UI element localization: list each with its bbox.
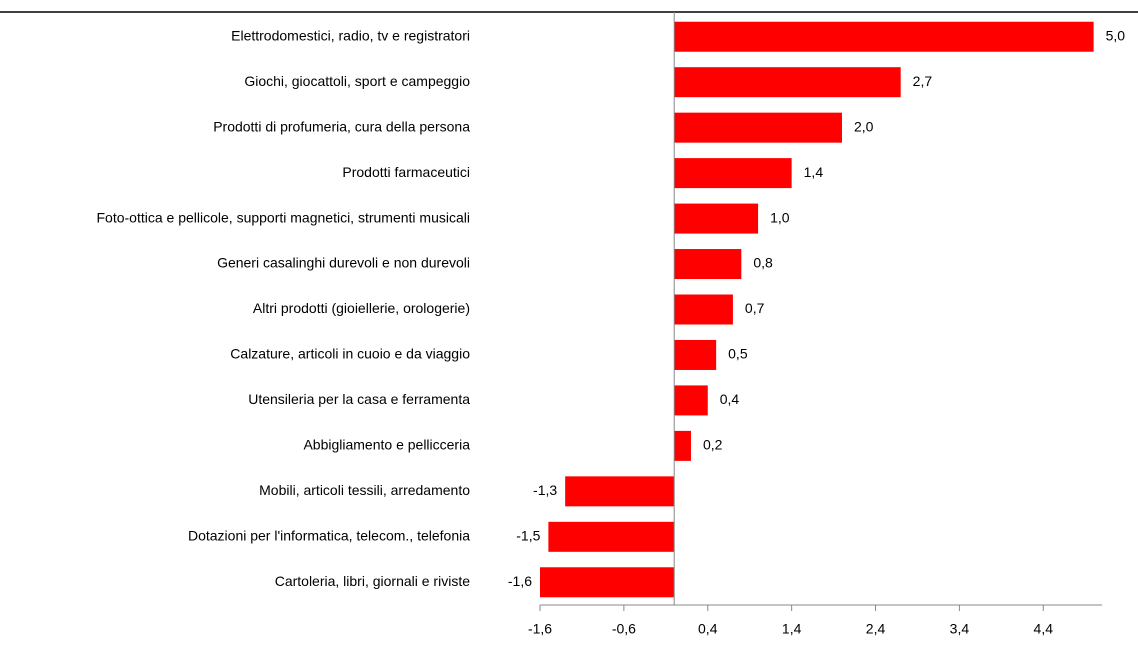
category-label: Generi casalinghi durevoli e non durevol… [217, 255, 470, 271]
category-label: Elettrodomestici, radio, tv e registrato… [231, 27, 470, 43]
x-tick-label: 0,4 [698, 621, 718, 637]
x-tick-label: 2,4 [866, 621, 886, 637]
x-tick-label: -0,6 [612, 621, 636, 637]
bar [540, 567, 675, 598]
bar [674, 203, 759, 234]
bar [548, 521, 675, 552]
value-label: 1,0 [770, 209, 790, 225]
value-label: 0,8 [753, 255, 773, 271]
bar [674, 385, 708, 416]
category-label: Prodotti farmaceutici [342, 164, 470, 180]
bar [674, 67, 901, 98]
value-label: 0,5 [728, 346, 748, 362]
bar [674, 339, 717, 370]
bar [674, 112, 842, 143]
value-label: 0,2 [703, 437, 723, 453]
value-label: -1,6 [508, 573, 532, 589]
category-label: Foto-ottica e pellicole, supporti magnet… [97, 209, 471, 225]
value-label: 0,7 [745, 300, 765, 316]
category-label: Prodotti di profumeria, cura della perso… [213, 118, 470, 134]
category-label: Mobili, articoli tessili, arredamento [259, 482, 470, 498]
category-label: Utensileria per la casa e ferramenta [248, 391, 470, 407]
category-label: Cartoleria, libri, giornali e riviste [275, 573, 471, 589]
bar [674, 430, 691, 461]
value-label: -1,5 [516, 528, 540, 544]
category-label: Dotazioni per l'informatica, telecom., t… [188, 528, 470, 544]
bar [674, 21, 1094, 52]
category-label: Calzature, articoli in cuoio e da viaggi… [230, 346, 470, 362]
value-label: 2,7 [913, 73, 933, 89]
bar [674, 249, 742, 280]
value-label: 0,4 [720, 391, 740, 407]
value-label: -1,3 [533, 482, 557, 498]
x-tick-label: -1,6 [528, 621, 552, 637]
x-tick-label: 3,4 [950, 621, 970, 637]
category-label: Altri prodotti (gioiellerie, orologerie) [253, 300, 470, 316]
category-label: Abbigliamento e pellicceria [303, 437, 470, 453]
bar [674, 158, 792, 189]
value-label: 1,4 [804, 164, 824, 180]
value-label: 5,0 [1106, 27, 1126, 43]
category-label: Giochi, giocattoli, sport e campeggio [244, 73, 470, 89]
bar [565, 476, 675, 507]
bar [674, 294, 733, 325]
value-label: 2,0 [854, 118, 874, 134]
x-tick-label: 4,4 [1034, 621, 1054, 637]
x-tick-label: 1,4 [782, 621, 802, 637]
